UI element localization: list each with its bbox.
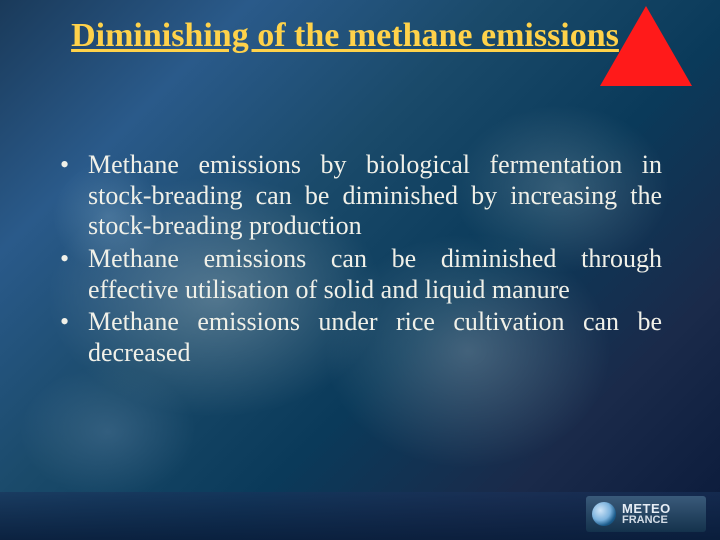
slide-body: • Methane emissions by biological ferment… bbox=[58, 150, 662, 371]
bullet-dot: • bbox=[60, 244, 69, 275]
slide-title: Diminishing of the methane emissions bbox=[0, 16, 720, 55]
bullet-list: • Methane emissions by biological ferment… bbox=[58, 150, 662, 369]
bullet-text: Methane emissions can be diminished thro… bbox=[88, 244, 662, 304]
bullet-dot: • bbox=[60, 307, 69, 338]
bullet-dot: • bbox=[60, 150, 69, 181]
logo-text: METEO FRANCE bbox=[622, 502, 671, 526]
list-item: • Methane emissions under rice cultivatio… bbox=[58, 307, 662, 368]
list-item: • Methane emissions can be diminished thr… bbox=[58, 244, 662, 305]
list-item: • Methane emissions by biological ferment… bbox=[58, 150, 662, 242]
logo-line2: FRANCE bbox=[622, 515, 671, 526]
meteo-france-logo: METEO FRANCE bbox=[586, 496, 706, 532]
bullet-text: Methane emissions by biological fermenta… bbox=[88, 150, 662, 240]
bullet-text: Methane emissions under rice cultivation… bbox=[88, 307, 662, 367]
globe-icon bbox=[592, 502, 616, 526]
